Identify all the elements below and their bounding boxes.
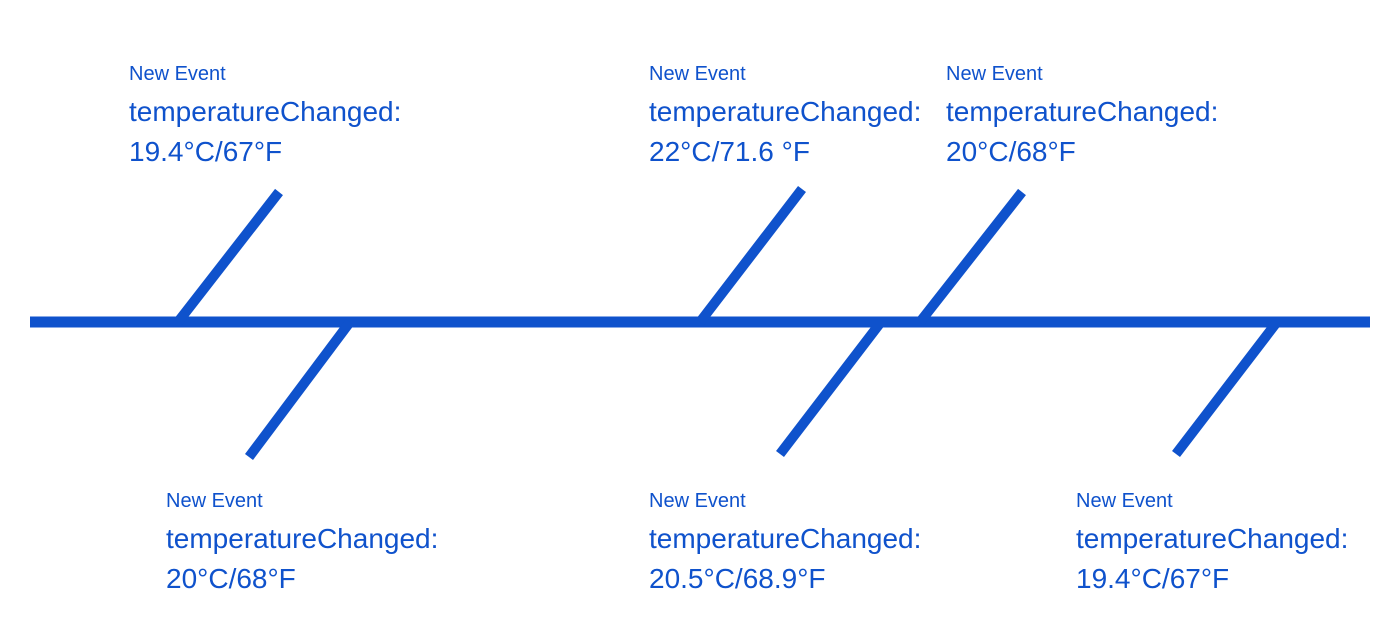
event-kicker: New Event [649,490,746,512]
event-kicker: New Event [129,63,226,85]
branch-top-1 [174,188,283,326]
event-name: temperatureChanged: [649,96,922,127]
event-kicker: New Event [1076,490,1173,512]
event-name: temperatureChanged: [946,96,1219,127]
event-name: temperatureChanged: [129,96,402,127]
event-value: 19.4°C/67°F [129,136,283,167]
event-name: temperatureChanged: [649,523,922,554]
branch-bottom-2 [776,318,885,458]
branch-bottom-1 [244,319,355,460]
event-value: 20°C/68°F [166,563,296,594]
branch-bottom-3 [1172,318,1281,458]
event-kicker: New Event [166,490,263,512]
event-name: temperatureChanged: [1076,523,1349,554]
event-kicker: New Event [946,63,1043,85]
event-label-top-2: New Event temperatureChanged: 22°C/71.6 … [649,62,921,172]
event-value: 19.4°C/67°F [1076,563,1230,594]
event-value: 20.5°C/68.9°F [649,563,826,594]
event-name: temperatureChanged: [166,523,439,554]
event-kicker: New Event [649,63,746,85]
event-value: 20°C/68°F [946,136,1076,167]
branch-top-3 [916,188,1026,326]
event-label-bottom-1: New Event temperatureChanged: 20°C/68°F [166,489,438,599]
event-value: 22°C/71.6 °F [649,136,810,167]
event-label-top-1: New Event temperatureChanged: 19.4°C/67°… [129,62,401,172]
event-label-bottom-2: New Event temperatureChanged: 20.5°C/68.… [649,489,921,599]
branch-top-2 [696,185,806,326]
event-label-top-3: New Event temperatureChanged: 20°C/68°F [946,62,1218,172]
event-label-bottom-3: New Event temperatureChanged: 19.4°C/67°… [1076,489,1348,599]
